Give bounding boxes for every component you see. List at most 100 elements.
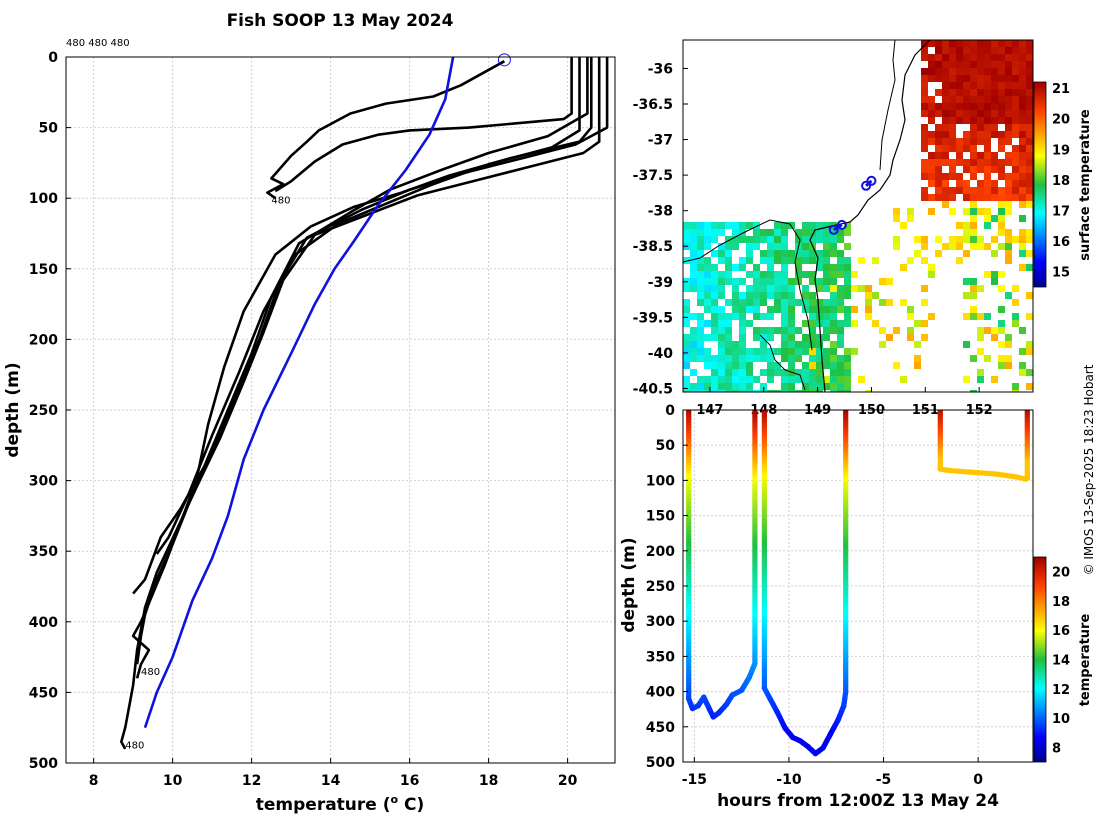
sst-cell bbox=[704, 229, 711, 236]
sst-cell bbox=[788, 320, 795, 327]
sst-cell bbox=[1026, 250, 1033, 257]
sst-cell bbox=[725, 222, 732, 229]
sst-cell bbox=[809, 362, 816, 369]
sst-cell bbox=[830, 264, 837, 271]
sst-cell bbox=[781, 306, 788, 313]
sst-cell bbox=[970, 75, 977, 82]
sst-cell bbox=[774, 292, 781, 299]
sst-cell bbox=[732, 243, 739, 250]
sst-cell bbox=[837, 306, 844, 313]
sst-cell bbox=[928, 138, 935, 145]
sst-cell bbox=[732, 313, 739, 320]
sst-cell bbox=[914, 250, 921, 257]
sst-cell bbox=[746, 285, 753, 292]
sst-cell bbox=[928, 68, 935, 75]
sst-cell bbox=[739, 313, 746, 320]
sst-cell bbox=[704, 320, 711, 327]
sst-cell bbox=[697, 390, 704, 392]
sst-cell bbox=[942, 145, 949, 152]
sst-cell bbox=[984, 47, 991, 54]
sst-cell bbox=[767, 236, 774, 243]
sst-cell bbox=[809, 250, 816, 257]
sst-cell bbox=[963, 138, 970, 145]
sst-cell bbox=[690, 222, 697, 229]
sst-cell bbox=[921, 166, 928, 173]
sst-cell bbox=[830, 271, 837, 278]
sst-cell bbox=[1019, 96, 1026, 103]
sst-cell bbox=[984, 75, 991, 82]
sst-cell bbox=[690, 341, 697, 348]
sst-cell bbox=[781, 355, 788, 362]
sst-cell bbox=[942, 40, 949, 47]
sst-cell bbox=[837, 334, 844, 341]
sst-cell bbox=[690, 257, 697, 264]
sst-cell bbox=[970, 187, 977, 194]
sst-cell bbox=[991, 271, 998, 278]
sst-cell bbox=[935, 124, 942, 131]
sst-cell bbox=[998, 173, 1005, 180]
sst-cell bbox=[977, 236, 984, 243]
profile-x-tick-label: 20 bbox=[558, 773, 578, 789]
sst-cell bbox=[725, 327, 732, 334]
sst-cell bbox=[956, 145, 963, 152]
sst-cell bbox=[683, 222, 690, 229]
sst-cell bbox=[1005, 334, 1012, 341]
sst-cell bbox=[998, 222, 1005, 229]
sst-cell bbox=[788, 383, 795, 390]
sst-cell bbox=[830, 292, 837, 299]
sst-cell bbox=[942, 243, 949, 250]
sst-cell bbox=[753, 278, 760, 285]
sst-cell bbox=[1005, 187, 1012, 194]
sst-cell bbox=[963, 82, 970, 89]
sst-cell bbox=[697, 285, 704, 292]
sst-cell bbox=[977, 376, 984, 383]
sst-cell bbox=[1012, 40, 1019, 47]
sst-cell bbox=[690, 355, 697, 362]
sst-cell bbox=[788, 250, 795, 257]
sst-cell bbox=[956, 117, 963, 124]
sst-cell bbox=[1005, 250, 1012, 257]
sst-cell bbox=[704, 348, 711, 355]
sst-cell bbox=[977, 159, 984, 166]
sst-cell bbox=[844, 229, 851, 236]
sst-cell bbox=[942, 173, 949, 180]
profile-axes-box bbox=[65, 56, 616, 764]
sst-cell bbox=[907, 306, 914, 313]
sst-cell bbox=[1012, 131, 1019, 138]
sst-cell bbox=[844, 348, 851, 355]
sst-cell bbox=[711, 334, 718, 341]
sst-cell bbox=[949, 194, 956, 201]
sst-cell bbox=[781, 327, 788, 334]
sst-cell bbox=[928, 208, 935, 215]
sst-cell bbox=[928, 264, 935, 271]
sst-cell bbox=[809, 278, 816, 285]
sst-cell bbox=[683, 355, 690, 362]
sst-cell bbox=[809, 236, 816, 243]
sst-cell bbox=[781, 390, 788, 392]
sst-cell bbox=[816, 341, 823, 348]
sst-cell bbox=[921, 89, 928, 96]
sst-cell bbox=[1019, 201, 1026, 208]
sst-cell bbox=[837, 264, 844, 271]
sst-cell bbox=[928, 180, 935, 187]
sst-cell bbox=[1012, 61, 1019, 68]
sst-cell bbox=[823, 250, 830, 257]
profile-lines: 480 480 480 bbox=[120, 53, 609, 752]
sst-cell bbox=[998, 355, 1005, 362]
sst-cell bbox=[977, 54, 984, 61]
sst-cell bbox=[809, 257, 816, 264]
sst-cell bbox=[984, 222, 991, 229]
sst-cell bbox=[795, 369, 802, 376]
sst-cell bbox=[970, 208, 977, 215]
sst-cell bbox=[942, 187, 949, 194]
sst-cell bbox=[739, 341, 746, 348]
drop-label: 480 bbox=[125, 741, 144, 752]
sst-cell bbox=[788, 306, 795, 313]
sst-cell bbox=[816, 285, 823, 292]
sst-cell bbox=[942, 194, 949, 201]
map-y-tick-label: -37 bbox=[648, 133, 673, 149]
coastline-west bbox=[683, 219, 813, 351]
cast-count-labels: 480 480 480 bbox=[66, 38, 130, 49]
sst-cell bbox=[746, 222, 753, 229]
sst-cell bbox=[984, 68, 991, 75]
